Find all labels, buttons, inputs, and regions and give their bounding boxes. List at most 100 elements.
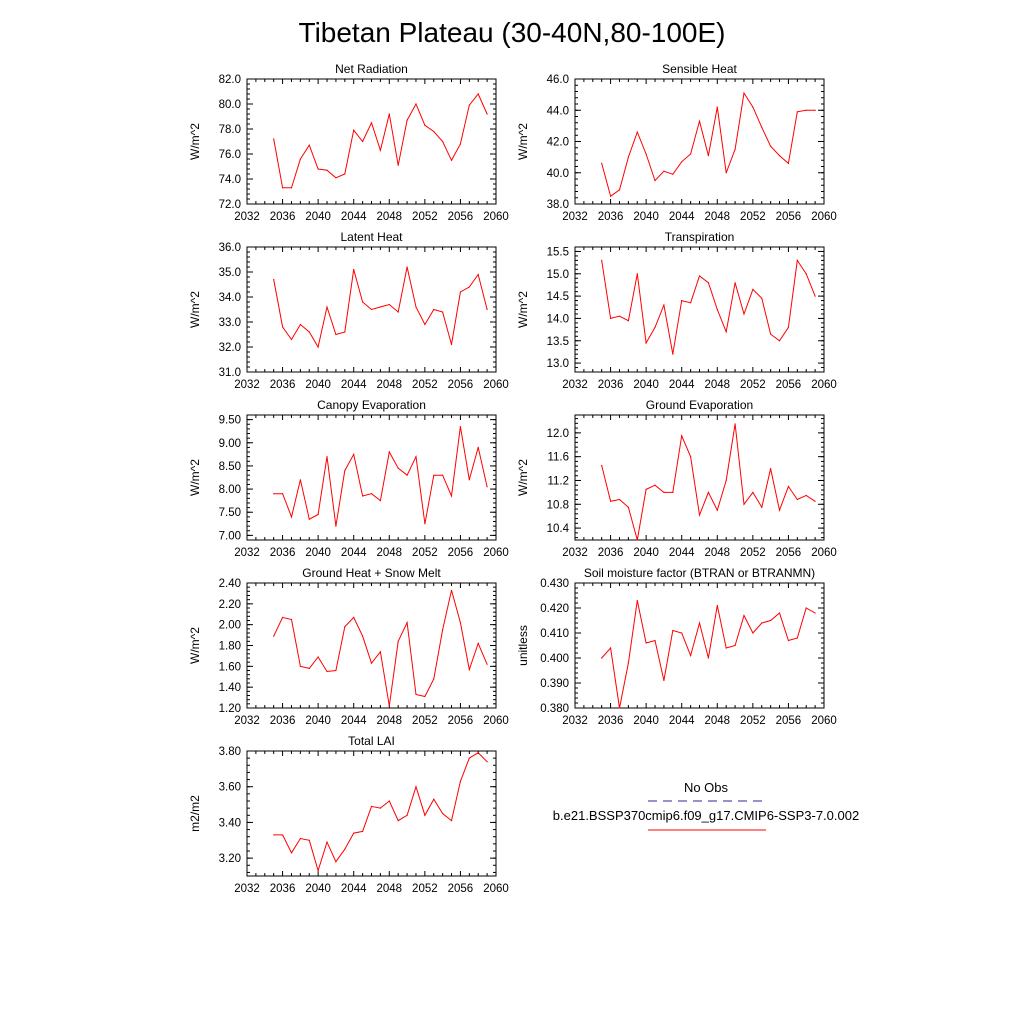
data-point (317, 168, 319, 170)
y-tick-label: 31.0 (219, 367, 241, 379)
data-point (406, 119, 408, 121)
x-tick-label: 2044 (669, 211, 695, 223)
x-tick-label: 2060 (483, 547, 509, 559)
data-point (486, 663, 488, 665)
y-tick-label: 11.6 (547, 452, 569, 464)
data-point (273, 635, 275, 637)
panel-title: Sensible Heat (662, 62, 737, 76)
data-point (459, 143, 462, 145)
data-point (370, 308, 373, 311)
data-point (379, 807, 381, 809)
x-tick-label: 2056 (776, 211, 802, 223)
data-point (690, 153, 692, 155)
data-point (397, 311, 399, 313)
x-tick-label: 2036 (270, 547, 296, 559)
data-point (609, 195, 612, 197)
data-point (681, 632, 683, 634)
y-tick-label: 11.2 (547, 475, 569, 487)
y-tick-label: 82.0 (219, 74, 241, 86)
panel-title: Soil moisture factor (BTRAN or BTRANMN) (584, 566, 815, 580)
data-point (290, 618, 293, 621)
x-tick-label: 2040 (305, 211, 331, 223)
data-point (743, 313, 745, 315)
data-point (636, 599, 638, 602)
y-tick-label: 9.50 (219, 415, 241, 427)
data-point (281, 187, 284, 189)
data-point (787, 326, 790, 328)
x-tick-label: 2040 (305, 547, 331, 559)
data-point (353, 453, 355, 455)
x-tick-label: 2056 (448, 211, 474, 223)
data-point (609, 500, 612, 502)
y-tick-label: 10.4 (547, 523, 570, 535)
data-point (362, 301, 364, 303)
x-tick-label: 2052 (740, 715, 766, 727)
y-tick-label: 7.00 (219, 530, 241, 542)
series-line (601, 423, 816, 541)
data-point (672, 173, 674, 175)
plot-frame (246, 582, 497, 709)
data-point (805, 607, 807, 609)
data-point (290, 852, 293, 854)
data-point (273, 278, 275, 281)
y-tick-label: 0.400 (540, 653, 569, 665)
x-tick-label: 2040 (305, 715, 331, 727)
data-point (335, 669, 337, 672)
y-tick-label: 0.390 (540, 678, 569, 690)
x-tick-label: 2056 (776, 547, 802, 559)
plot-frame (246, 78, 497, 205)
data-point (716, 106, 718, 108)
chart-panel: Ground Evaporation 2032 2036 2040 2044 2048 20… (516, 398, 837, 559)
data-point (415, 306, 417, 308)
data-point (450, 820, 453, 822)
data-point (698, 120, 701, 122)
y-tick-label: 14.5 (547, 291, 569, 303)
x-tick-label: 2056 (776, 715, 802, 727)
data-point (681, 161, 683, 163)
data-point (326, 841, 328, 843)
data-point (353, 616, 355, 618)
data-point (433, 130, 435, 133)
plot-frame (574, 414, 825, 541)
panel-title: Total LAI (348, 734, 395, 748)
data-point (814, 295, 816, 297)
x-tick-label: 2032 (234, 547, 260, 559)
data-point (370, 122, 373, 124)
panel-title: Ground Heat + Snow Melt (302, 566, 441, 580)
x-tick-label: 2040 (633, 211, 659, 223)
data-point (725, 647, 727, 649)
x-tick-label: 2036 (270, 883, 296, 895)
y-axis-label: W/m^2 (188, 123, 202, 160)
x-tick-label: 2032 (562, 547, 588, 559)
data-point (424, 695, 426, 698)
data-point (654, 179, 656, 182)
data-point (752, 491, 754, 493)
data-point (761, 622, 763, 624)
data-point (335, 177, 337, 179)
data-point (787, 485, 790, 488)
data-point (379, 149, 381, 151)
data-point (752, 632, 754, 634)
data-point (743, 92, 745, 94)
x-tick-label: 2040 (633, 547, 659, 559)
data-point (805, 273, 807, 275)
y-tick-label: 72.0 (219, 199, 241, 211)
data-point (397, 820, 399, 822)
data-point (707, 491, 709, 493)
data-point (424, 323, 426, 326)
data-point (707, 282, 709, 284)
data-point (778, 340, 781, 342)
panel-title: Ground Evaporation (646, 398, 753, 412)
x-tick-label: 2060 (483, 883, 509, 895)
series-line (273, 590, 488, 706)
y-tick-label: 42.0 (547, 137, 569, 149)
data-point (442, 812, 444, 815)
y-axis-label: W/m^2 (516, 123, 530, 160)
data-point (761, 506, 763, 508)
x-tick-label: 2052 (412, 211, 438, 223)
y-tick-label: 33.0 (219, 317, 241, 329)
data-point (698, 622, 701, 624)
data-point (468, 479, 470, 481)
data-point (716, 308, 718, 311)
data-point (468, 757, 470, 759)
